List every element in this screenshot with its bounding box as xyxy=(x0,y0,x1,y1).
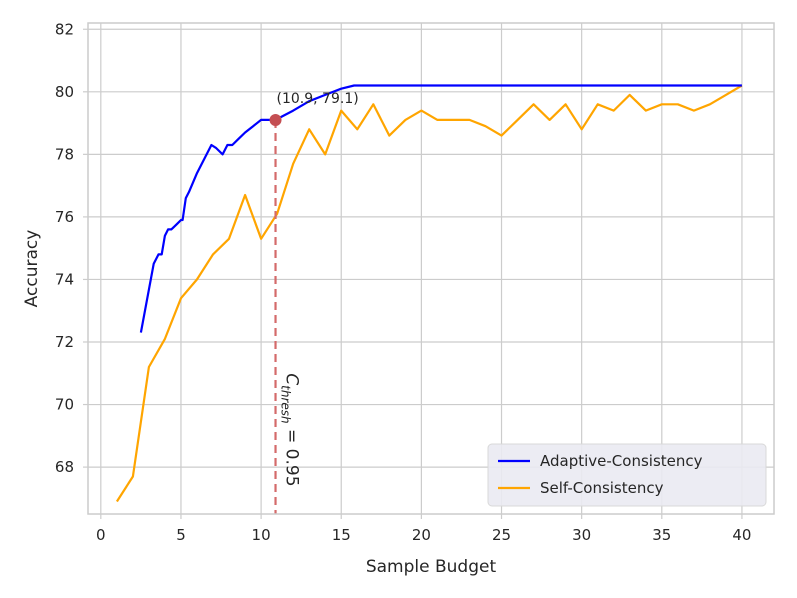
threshold-label: Cthresh = 0.95 xyxy=(279,373,302,486)
series-line-adaptive-consistency xyxy=(139,84,742,333)
y-ticks: 68 70 72 74 76 78 80 82 xyxy=(55,20,88,476)
y-tick-label: 76 xyxy=(55,208,74,226)
x-tick-label: 15 xyxy=(332,526,351,544)
threshold-layer: (10.9, 79.1) Cthresh = 0.95 xyxy=(269,91,359,514)
legend-label: Adaptive-Consistency xyxy=(540,452,703,470)
x-tick-label: 0 xyxy=(96,526,106,544)
plot-frame xyxy=(87,22,775,515)
x-tick-label: 25 xyxy=(492,526,511,544)
legend: Adaptive-Consistency Self-Consistency xyxy=(487,443,767,507)
y-tick-label: 72 xyxy=(55,333,74,351)
y-tick-label: 78 xyxy=(55,145,74,163)
y-axis-label: Accuracy xyxy=(22,230,42,308)
x-tick-label: 20 xyxy=(412,526,431,544)
threshold-label-value: = 0.95 xyxy=(282,424,302,487)
y-tick-label: 68 xyxy=(55,458,74,476)
x-axis-label: Sample Budget xyxy=(366,557,497,577)
threshold-label-symbol: C xyxy=(282,373,302,385)
plot-area xyxy=(88,23,774,514)
x-tick-label: 40 xyxy=(732,526,751,544)
legend-box xyxy=(487,443,767,507)
x-tick-label: 5 xyxy=(176,526,186,544)
x-tick-label: 10 xyxy=(252,526,271,544)
point-annotation: (10.9, 79.1) xyxy=(277,91,359,107)
series-layer xyxy=(115,84,743,503)
x-ticks: 0 5 10 15 20 25 30 35 40 xyxy=(96,514,751,544)
x-tick-label: 30 xyxy=(572,526,591,544)
series-line-self-consistency xyxy=(115,84,743,503)
threshold-label-subscript: thresh xyxy=(279,385,293,423)
x-tick-label: 35 xyxy=(652,526,671,544)
threshold-point-marker xyxy=(269,113,282,126)
y-tick-label: 70 xyxy=(55,396,74,414)
y-tick-label: 80 xyxy=(55,83,74,101)
y-tick-label: 82 xyxy=(55,20,74,38)
y-tick-label: 74 xyxy=(55,270,74,288)
legend-label: Self-Consistency xyxy=(540,479,664,497)
